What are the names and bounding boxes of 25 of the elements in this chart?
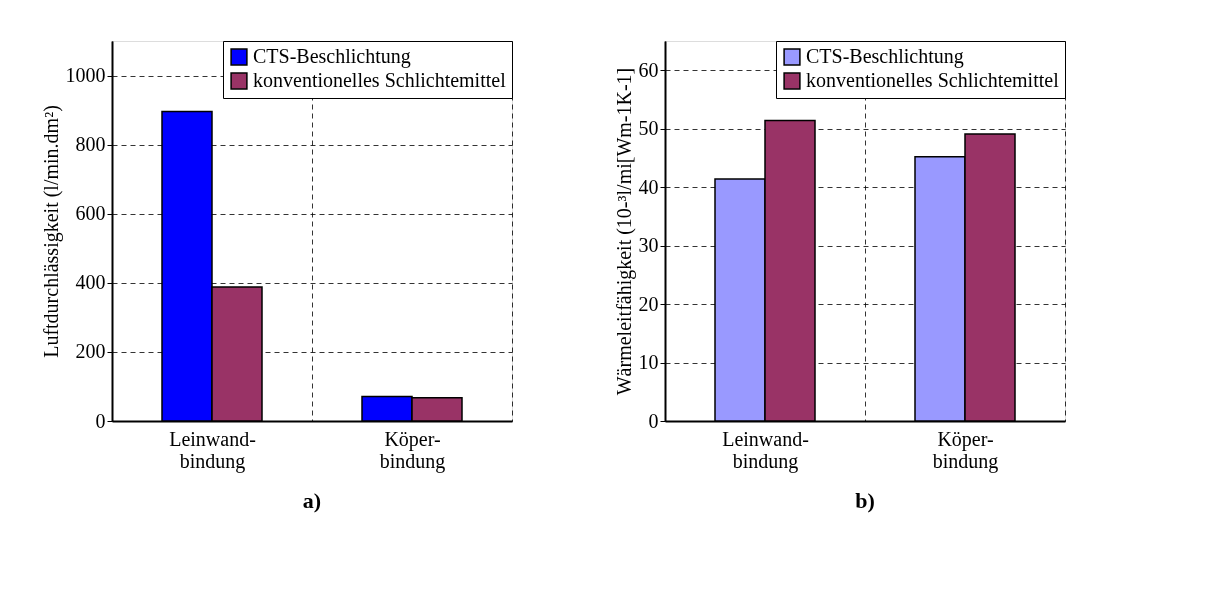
y-tick-label: 1000 — [65, 64, 106, 87]
x-tick-label: Köper- bindung — [379, 427, 446, 473]
y-axis-title: Wärmeleitfähigkeit (10-³l/mi[Wm-1K-1] — [612, 67, 636, 396]
y-tick-label: 30 — [638, 234, 659, 257]
x-tick-label: Köper- bindung — [932, 427, 999, 473]
y-axis-title: Luftdurchlässigkeit (l/min.dm²) — [39, 105, 63, 358]
y-tick-label: 0 — [95, 409, 106, 432]
y-tick-label: 600 — [75, 202, 106, 225]
y-tick-label: 0 — [648, 409, 659, 432]
x-tick-label: Leinwand- bindung — [169, 427, 256, 473]
y-tick-label: 20 — [638, 292, 659, 315]
y-tick-label: 50 — [638, 117, 659, 140]
y-tick-label: 400 — [75, 271, 106, 294]
legend-label: CTS-Beschlichtung — [253, 45, 411, 68]
x-tick-label: Leinwand- bindung — [722, 427, 809, 473]
text: b) — [855, 488, 875, 513]
y-tick-label: 800 — [75, 133, 106, 156]
y-tick-label: 200 — [75, 340, 106, 363]
text: a) — [302, 488, 322, 513]
legend-label: konventionelles Schlichtemittel — [806, 69, 1060, 91]
y-tick-label: 40 — [638, 175, 659, 198]
y-tick-label: 10 — [638, 351, 659, 374]
legend-label: konventionelles Schlichtemittel — [253, 69, 507, 91]
y-tick-label: 60 — [638, 58, 659, 81]
legend-label: CTS-Beschlichtung — [806, 45, 964, 68]
